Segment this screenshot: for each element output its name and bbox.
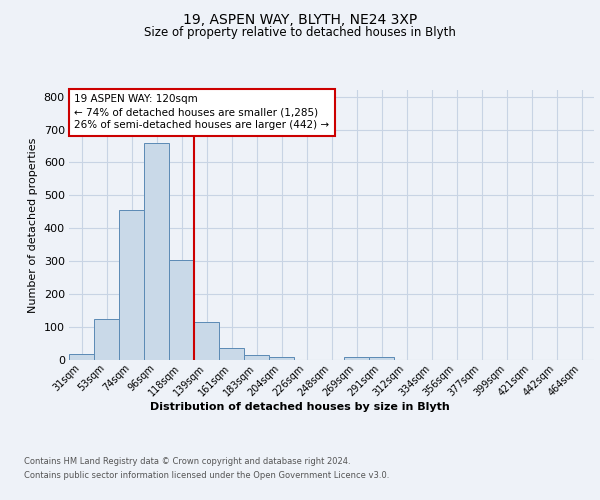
Bar bbox=[344, 356, 369, 360]
Text: Contains public sector information licensed under the Open Government Licence v3: Contains public sector information licen… bbox=[24, 471, 389, 480]
Bar bbox=[219, 348, 244, 360]
Bar bbox=[144, 142, 169, 360]
Bar bbox=[94, 319, 119, 360]
Bar bbox=[194, 322, 219, 360]
Text: Contains HM Land Registry data © Crown copyright and database right 2024.: Contains HM Land Registry data © Crown c… bbox=[24, 458, 350, 466]
Text: 19 ASPEN WAY: 120sqm
← 74% of detached houses are smaller (1,285)
26% of semi-de: 19 ASPEN WAY: 120sqm ← 74% of detached h… bbox=[74, 94, 329, 130]
Bar bbox=[369, 356, 394, 360]
Y-axis label: Number of detached properties: Number of detached properties bbox=[28, 138, 38, 312]
Bar bbox=[269, 356, 294, 360]
Bar bbox=[69, 354, 94, 360]
Bar bbox=[119, 210, 144, 360]
Bar bbox=[169, 260, 194, 360]
Text: Distribution of detached houses by size in Blyth: Distribution of detached houses by size … bbox=[150, 402, 450, 412]
Text: Size of property relative to detached houses in Blyth: Size of property relative to detached ho… bbox=[144, 26, 456, 39]
Bar bbox=[244, 355, 269, 360]
Text: 19, ASPEN WAY, BLYTH, NE24 3XP: 19, ASPEN WAY, BLYTH, NE24 3XP bbox=[183, 12, 417, 26]
